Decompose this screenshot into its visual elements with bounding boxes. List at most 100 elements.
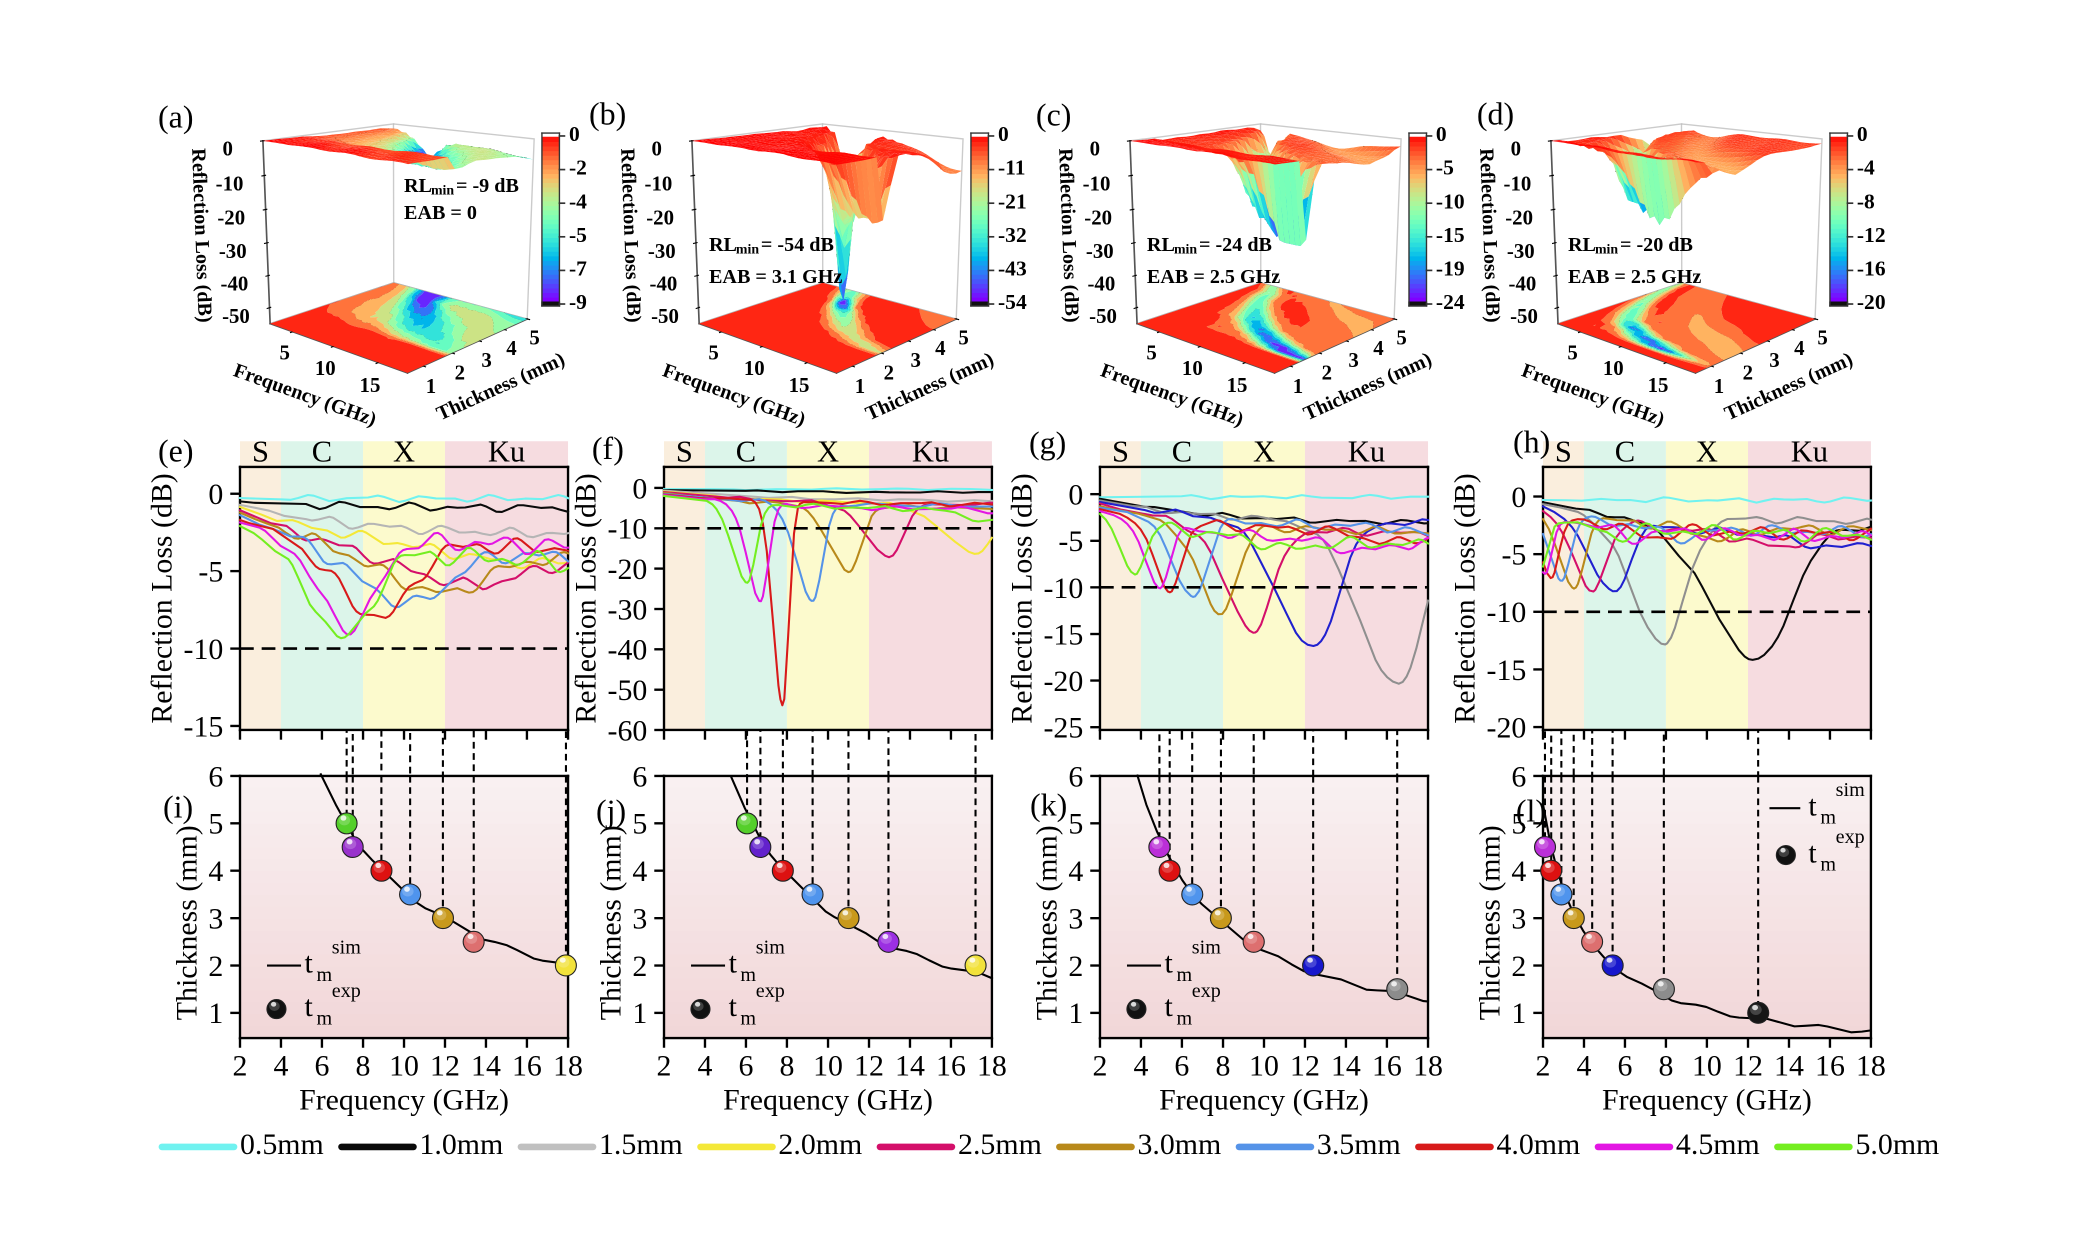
svg-text:Thickness (mm): Thickness (mm) [171,825,204,1020]
svg-text:3: 3 [632,902,647,935]
svg-text:-10: -10 [1504,171,1532,195]
svg-text:-5: -5 [1501,539,1526,572]
svg-text:-20: -20 [1505,205,1533,229]
svg-text:5: 5 [1567,341,1577,365]
svg-text:-20: -20 [1487,711,1527,744]
svg-text:-40: -40 [1087,272,1115,296]
svg-text:5: 5 [208,808,223,841]
svg-text:Reflection Loss (dB): Reflection Loss (dB) [570,473,603,723]
svg-text:2: 2 [1536,1049,1551,1082]
svg-text:RL: RL [1147,234,1175,256]
svg-text:5: 5 [1396,325,1406,349]
svg-text:= -54 dB: = -54 dB [761,234,834,256]
svg-text:Reflection Loss (dB): Reflection Loss (dB) [146,473,179,723]
svg-text:-15: -15 [1436,223,1465,247]
svg-text:m: m [740,1007,756,1029]
svg-text:0: 0 [1511,137,1521,161]
svg-text:t: t [1808,836,1817,869]
svg-text:-25: -25 [1043,711,1083,744]
svg-text:-7: -7 [569,257,587,281]
svg-text:2: 2 [1093,1049,1108,1082]
svg-text:EAB = 2.5 GHz: EAB = 2.5 GHz [1568,266,1701,288]
svg-text:-21: -21 [998,189,1027,213]
svg-text:-30: -30 [219,239,247,263]
svg-text:t: t [305,990,314,1023]
svg-text:-8: -8 [1857,189,1875,213]
svg-text:= -20 dB: = -20 dB [1620,234,1693,256]
svg-text:X: X [817,435,839,469]
svg-text:X: X [1253,435,1275,469]
svg-text:4: 4 [273,1049,288,1082]
svg-text:-30: -30 [1086,239,1114,263]
svg-text:4: 4 [935,336,946,360]
svg-text:sim: sim [756,936,785,958]
svg-text:4: 4 [1511,855,1526,888]
svg-text:3: 3 [1068,902,1083,935]
svg-text:10: 10 [1249,1049,1279,1082]
svg-text:14: 14 [895,1049,925,1082]
svg-text:12: 12 [854,1049,884,1082]
svg-text:(j): (j) [596,794,626,829]
svg-text:15: 15 [789,373,810,397]
svg-text:min: min [1595,242,1618,257]
svg-text:(d): (d) [1477,97,1514,132]
svg-text:Ku: Ku [1791,435,1828,469]
svg-text:min: min [431,183,454,198]
svg-text:4: 4 [1133,1049,1148,1082]
svg-text:5.0mm: 5.0mm [1856,1128,1940,1161]
svg-text:(h): (h) [1513,425,1550,460]
svg-text:min: min [736,242,759,257]
svg-text:2: 2 [1068,950,1083,983]
svg-text:-15: -15 [1043,618,1083,651]
svg-text:(i): (i) [163,790,193,825]
svg-text:3: 3 [1769,348,1779,372]
svg-text:10: 10 [1182,356,1203,380]
svg-text:(c): (c) [1036,98,1071,133]
svg-text:15: 15 [360,373,381,397]
svg-text:Thickness (mm): Thickness (mm) [1473,825,1506,1020]
svg-text:2: 2 [657,1049,672,1082]
svg-text:-20: -20 [646,205,674,229]
svg-text:Frequency (GHz): Frequency (GHz) [723,1083,933,1116]
svg-text:6: 6 [314,1049,329,1082]
svg-text:0: 0 [569,122,580,146]
svg-text:-10: -10 [1083,171,1111,195]
svg-text:-20: -20 [217,205,245,229]
svg-text:12: 12 [1290,1049,1320,1082]
svg-text:(e): (e) [158,434,193,469]
svg-text:4.0mm: 4.0mm [1496,1128,1580,1161]
svg-text:12: 12 [430,1049,460,1082]
svg-text:3.0mm: 3.0mm [1137,1128,1221,1161]
svg-text:RL: RL [709,234,737,256]
svg-text:-10: -10 [645,171,673,195]
svg-text:m: m [740,964,756,986]
svg-text:4: 4 [632,855,647,888]
svg-text:18: 18 [977,1049,1007,1082]
svg-text:Ku: Ku [488,435,525,469]
svg-text:m: m [317,964,333,986]
svg-text:m: m [1176,964,1192,986]
svg-text:18: 18 [1856,1049,1886,1082]
svg-text:(f): (f) [592,431,624,466]
svg-text:16: 16 [1372,1049,1402,1082]
svg-text:C: C [736,435,756,469]
svg-text:-15: -15 [1487,654,1527,687]
svg-text:Ku: Ku [1348,435,1385,469]
svg-text:-50: -50 [1510,304,1538,328]
svg-text:t: t [305,947,314,980]
svg-text:-32: -32 [998,223,1027,247]
svg-text:-30: -30 [648,239,676,263]
svg-text:2: 2 [884,361,894,385]
svg-text:Reflection Loss (dB): Reflection Loss (dB) [1449,473,1482,723]
svg-text:-10: -10 [184,633,224,666]
svg-text:-20: -20 [1857,290,1886,314]
svg-text:10: 10 [813,1049,843,1082]
svg-text:-5: -5 [569,223,587,247]
svg-text:15: 15 [1227,373,1248,397]
svg-text:3: 3 [1511,902,1526,935]
svg-text:-2: -2 [569,156,587,180]
svg-text:Thickness (mm): Thickness (mm) [1030,825,1063,1020]
svg-text:14: 14 [1331,1049,1361,1082]
svg-text:Reflection Loss (dB): Reflection Loss (dB) [1006,473,1039,723]
svg-text:8: 8 [779,1049,794,1082]
